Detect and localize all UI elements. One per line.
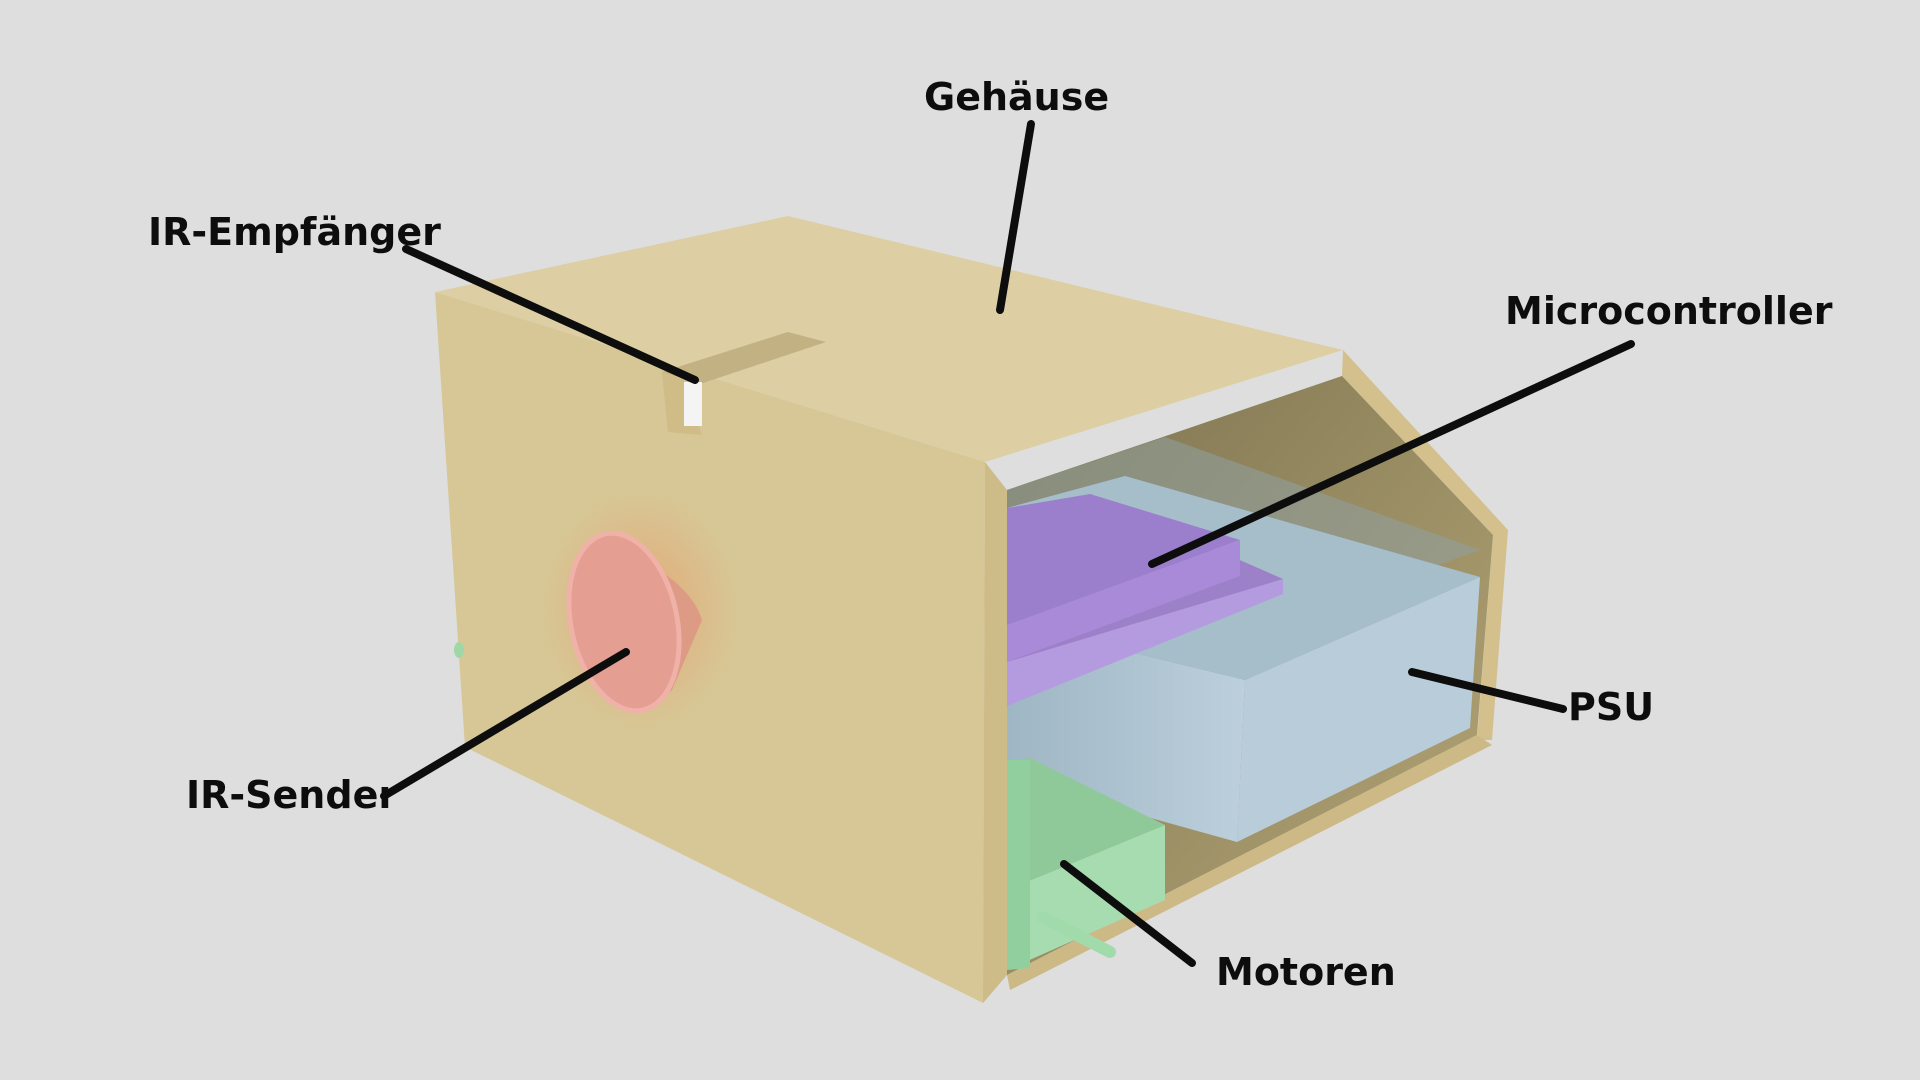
microcontroller (1007, 494, 1283, 706)
leader-line-motoren (1060, 860, 1196, 967)
motor-shaft (1036, 911, 1116, 958)
label-psu: PSU (1568, 685, 1655, 729)
left-motor-pin (454, 642, 464, 658)
label-motoren: Motoren (1216, 950, 1396, 994)
housing-top (435, 216, 1343, 462)
housing-right-edge (1342, 350, 1508, 740)
leader-line-gehaeuse (996, 120, 1035, 314)
leader-line-ir-empfaenger (402, 245, 699, 384)
ir-sender (540, 490, 740, 730)
leader-lines (380, 120, 1635, 967)
ir-receiver-window (684, 382, 702, 426)
motor-top (1007, 758, 1165, 890)
motor-front (1007, 825, 1165, 970)
leader-line-psu (1408, 668, 1567, 713)
ir-receiver-slot (662, 332, 826, 384)
label-ir-sender: IR-Sender (186, 773, 398, 817)
leader-line-microcontroller (1148, 340, 1635, 568)
microcontroller-side (1007, 540, 1240, 662)
motor (1007, 758, 1165, 970)
microcontroller-top (1007, 494, 1240, 625)
housing-bottom-rim (1007, 735, 1492, 990)
label-ir-empfaenger: IR-Empfänger (148, 210, 441, 254)
motor-body (1007, 760, 1030, 970)
leader-line-ir-sender (380, 648, 630, 800)
label-microcontroller: Microcontroller (1505, 289, 1833, 333)
label-gehaeuse: Gehäuse (924, 75, 1110, 119)
housing-front-rim (983, 462, 1007, 1003)
psu-front (1237, 577, 1480, 842)
microcontroller-pcb-edge (1007, 579, 1283, 706)
